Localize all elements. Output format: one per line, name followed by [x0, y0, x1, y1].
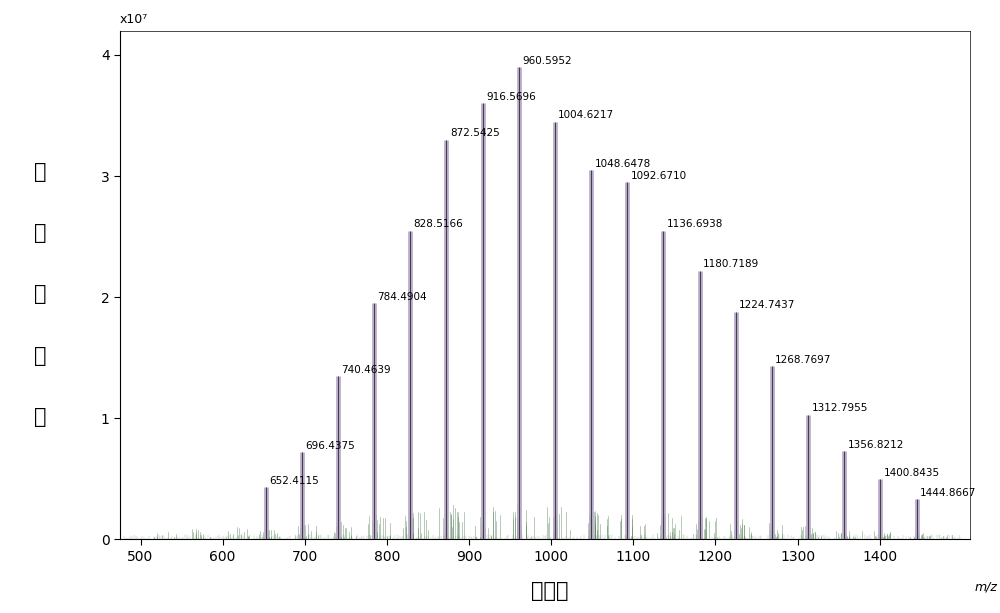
Text: 1356.8212: 1356.8212	[847, 440, 904, 450]
Text: 子: 子	[34, 223, 46, 243]
Text: 度: 度	[34, 407, 46, 427]
Text: 1048.6478: 1048.6478	[594, 159, 651, 169]
Text: 1312.7955: 1312.7955	[811, 403, 868, 413]
Text: 1268.7697: 1268.7697	[775, 355, 832, 365]
Text: 1092.6710: 1092.6710	[631, 171, 687, 181]
Text: 828.5166: 828.5166	[414, 219, 463, 229]
Text: 流: 流	[34, 284, 46, 304]
Text: 1444.8667: 1444.8667	[920, 488, 976, 498]
Text: 652.4115: 652.4115	[269, 476, 319, 486]
Text: 1400.8435: 1400.8435	[884, 468, 940, 478]
Text: 960.5952: 960.5952	[522, 56, 572, 66]
Text: 质荷比: 质荷比	[531, 581, 569, 601]
Text: 1004.6217: 1004.6217	[558, 110, 614, 120]
Text: 872.5425: 872.5425	[450, 129, 500, 139]
Text: x10⁷: x10⁷	[119, 12, 147, 26]
Text: 916.5696: 916.5696	[486, 92, 536, 102]
Text: 1180.7189: 1180.7189	[703, 259, 759, 269]
Text: 1136.6938: 1136.6938	[667, 219, 723, 229]
Text: 1224.7437: 1224.7437	[739, 300, 795, 310]
Text: 696.4375: 696.4375	[305, 441, 355, 451]
Text: m/z: m/z	[974, 580, 997, 593]
Text: 740.4639: 740.4639	[341, 365, 391, 375]
Text: 强: 强	[34, 346, 46, 365]
Text: 784.4904: 784.4904	[377, 292, 427, 302]
Text: 离: 离	[34, 162, 46, 181]
